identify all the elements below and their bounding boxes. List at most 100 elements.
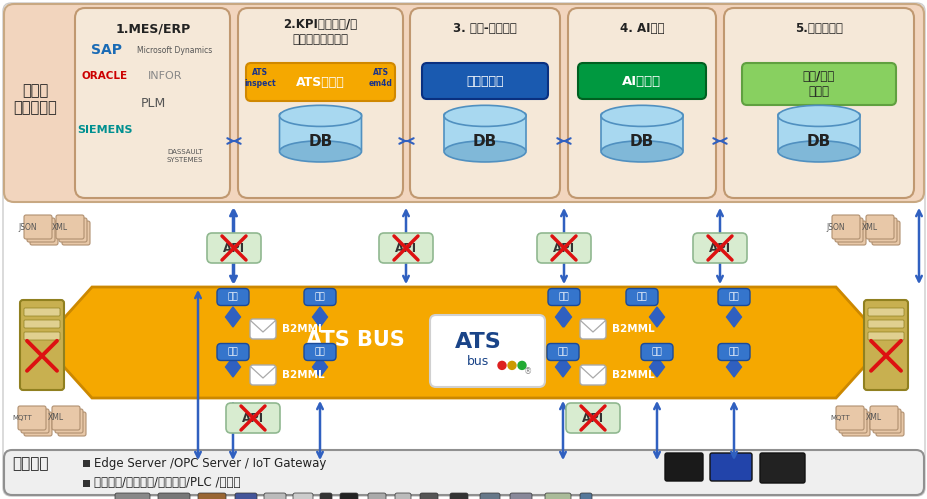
FancyBboxPatch shape bbox=[320, 493, 332, 499]
FancyBboxPatch shape bbox=[867, 320, 903, 328]
Text: B2MML: B2MML bbox=[282, 324, 324, 334]
Text: XML: XML bbox=[861, 223, 877, 232]
Text: DB: DB bbox=[629, 134, 654, 149]
Text: 4. AI活用: 4. AI活用 bbox=[619, 22, 664, 35]
FancyBboxPatch shape bbox=[869, 406, 897, 430]
FancyBboxPatch shape bbox=[304, 343, 336, 360]
FancyBboxPatch shape bbox=[18, 406, 46, 430]
FancyBboxPatch shape bbox=[57, 412, 86, 436]
Text: XML: XML bbox=[52, 223, 68, 232]
Text: 設定: 設定 bbox=[314, 292, 325, 301]
FancyBboxPatch shape bbox=[579, 365, 605, 385]
Text: 専用/汎用
アプリ: 専用/汎用 アプリ bbox=[802, 70, 834, 98]
Bar bbox=[83, 460, 90, 467]
Text: ATS: ATS bbox=[454, 332, 502, 352]
Text: DB: DB bbox=[473, 134, 497, 149]
FancyBboxPatch shape bbox=[875, 412, 903, 436]
FancyBboxPatch shape bbox=[723, 8, 913, 198]
Text: 設定: 設定 bbox=[728, 292, 739, 301]
FancyBboxPatch shape bbox=[863, 300, 907, 390]
FancyBboxPatch shape bbox=[548, 288, 579, 305]
FancyBboxPatch shape bbox=[279, 113, 362, 151]
Text: 設定: 設定 bbox=[314, 347, 325, 356]
Circle shape bbox=[498, 361, 505, 369]
FancyBboxPatch shape bbox=[479, 493, 500, 499]
FancyBboxPatch shape bbox=[4, 4, 923, 202]
Polygon shape bbox=[312, 357, 327, 377]
Polygon shape bbox=[726, 307, 741, 327]
FancyBboxPatch shape bbox=[717, 288, 749, 305]
Text: Microsoft Dynamics: Microsoft Dynamics bbox=[137, 45, 212, 54]
FancyBboxPatch shape bbox=[692, 233, 746, 263]
Text: SAP: SAP bbox=[92, 43, 122, 57]
FancyBboxPatch shape bbox=[841, 412, 869, 436]
FancyBboxPatch shape bbox=[75, 8, 230, 198]
FancyBboxPatch shape bbox=[865, 215, 893, 239]
Text: AIアプリ: AIアプリ bbox=[622, 74, 661, 87]
Text: SIEMENS: SIEMENS bbox=[77, 125, 133, 135]
FancyBboxPatch shape bbox=[62, 221, 90, 245]
Text: bus: bus bbox=[466, 355, 489, 368]
FancyBboxPatch shape bbox=[567, 8, 716, 198]
Text: MQTT: MQTT bbox=[12, 415, 32, 421]
Text: JSON: JSON bbox=[19, 223, 37, 232]
FancyBboxPatch shape bbox=[871, 221, 899, 245]
FancyBboxPatch shape bbox=[867, 332, 903, 340]
FancyBboxPatch shape bbox=[410, 8, 559, 198]
FancyBboxPatch shape bbox=[395, 493, 411, 499]
FancyBboxPatch shape bbox=[601, 113, 682, 151]
Ellipse shape bbox=[443, 141, 526, 162]
Ellipse shape bbox=[279, 105, 362, 126]
Polygon shape bbox=[312, 307, 327, 327]
FancyBboxPatch shape bbox=[207, 233, 260, 263]
FancyBboxPatch shape bbox=[510, 493, 531, 499]
FancyBboxPatch shape bbox=[263, 493, 286, 499]
Ellipse shape bbox=[777, 105, 859, 126]
Polygon shape bbox=[42, 287, 885, 398]
Text: API: API bbox=[552, 242, 575, 254]
FancyBboxPatch shape bbox=[217, 288, 248, 305]
FancyBboxPatch shape bbox=[834, 218, 862, 242]
Text: PLM: PLM bbox=[140, 96, 165, 109]
Ellipse shape bbox=[601, 105, 682, 126]
Text: Edge Server /OPC Server / IoT Gateway: Edge Server /OPC Server / IoT Gateway bbox=[94, 457, 326, 470]
FancyBboxPatch shape bbox=[717, 343, 749, 360]
Polygon shape bbox=[225, 357, 240, 377]
FancyBboxPatch shape bbox=[837, 221, 865, 245]
FancyBboxPatch shape bbox=[24, 308, 60, 316]
Circle shape bbox=[507, 361, 515, 369]
FancyBboxPatch shape bbox=[339, 493, 358, 499]
FancyBboxPatch shape bbox=[443, 113, 526, 151]
Text: 設定: 設定 bbox=[227, 347, 238, 356]
Text: XML: XML bbox=[48, 414, 64, 423]
Text: JSON: JSON bbox=[826, 223, 844, 232]
Text: 設定: 設定 bbox=[728, 347, 739, 356]
FancyBboxPatch shape bbox=[235, 493, 257, 499]
Text: 1.MES/ERP: 1.MES/ERP bbox=[115, 22, 190, 35]
Polygon shape bbox=[225, 307, 240, 327]
FancyBboxPatch shape bbox=[52, 406, 80, 430]
Ellipse shape bbox=[777, 141, 859, 162]
Text: 設定: 設定 bbox=[651, 347, 662, 356]
FancyBboxPatch shape bbox=[158, 493, 190, 499]
Text: API: API bbox=[242, 412, 264, 425]
Circle shape bbox=[517, 361, 526, 369]
FancyBboxPatch shape bbox=[838, 409, 866, 433]
FancyBboxPatch shape bbox=[115, 493, 150, 499]
FancyBboxPatch shape bbox=[197, 493, 226, 499]
Text: 製造現場: 製造現場 bbox=[12, 456, 48, 471]
Text: ATS
em4d: ATS em4d bbox=[369, 68, 392, 88]
Polygon shape bbox=[649, 307, 664, 327]
FancyBboxPatch shape bbox=[537, 233, 590, 263]
FancyBboxPatch shape bbox=[20, 300, 64, 390]
FancyBboxPatch shape bbox=[422, 63, 548, 99]
Text: 解析アプリ: 解析アプリ bbox=[465, 74, 503, 87]
Text: ATS BUS: ATS BUS bbox=[305, 330, 404, 350]
FancyBboxPatch shape bbox=[742, 63, 895, 105]
FancyBboxPatch shape bbox=[832, 215, 859, 239]
Text: 3. 結果-要因解析: 3. 結果-要因解析 bbox=[452, 22, 516, 35]
FancyBboxPatch shape bbox=[429, 315, 544, 387]
Text: ®: ® bbox=[523, 367, 531, 376]
FancyBboxPatch shape bbox=[835, 406, 863, 430]
Text: API: API bbox=[708, 242, 730, 254]
